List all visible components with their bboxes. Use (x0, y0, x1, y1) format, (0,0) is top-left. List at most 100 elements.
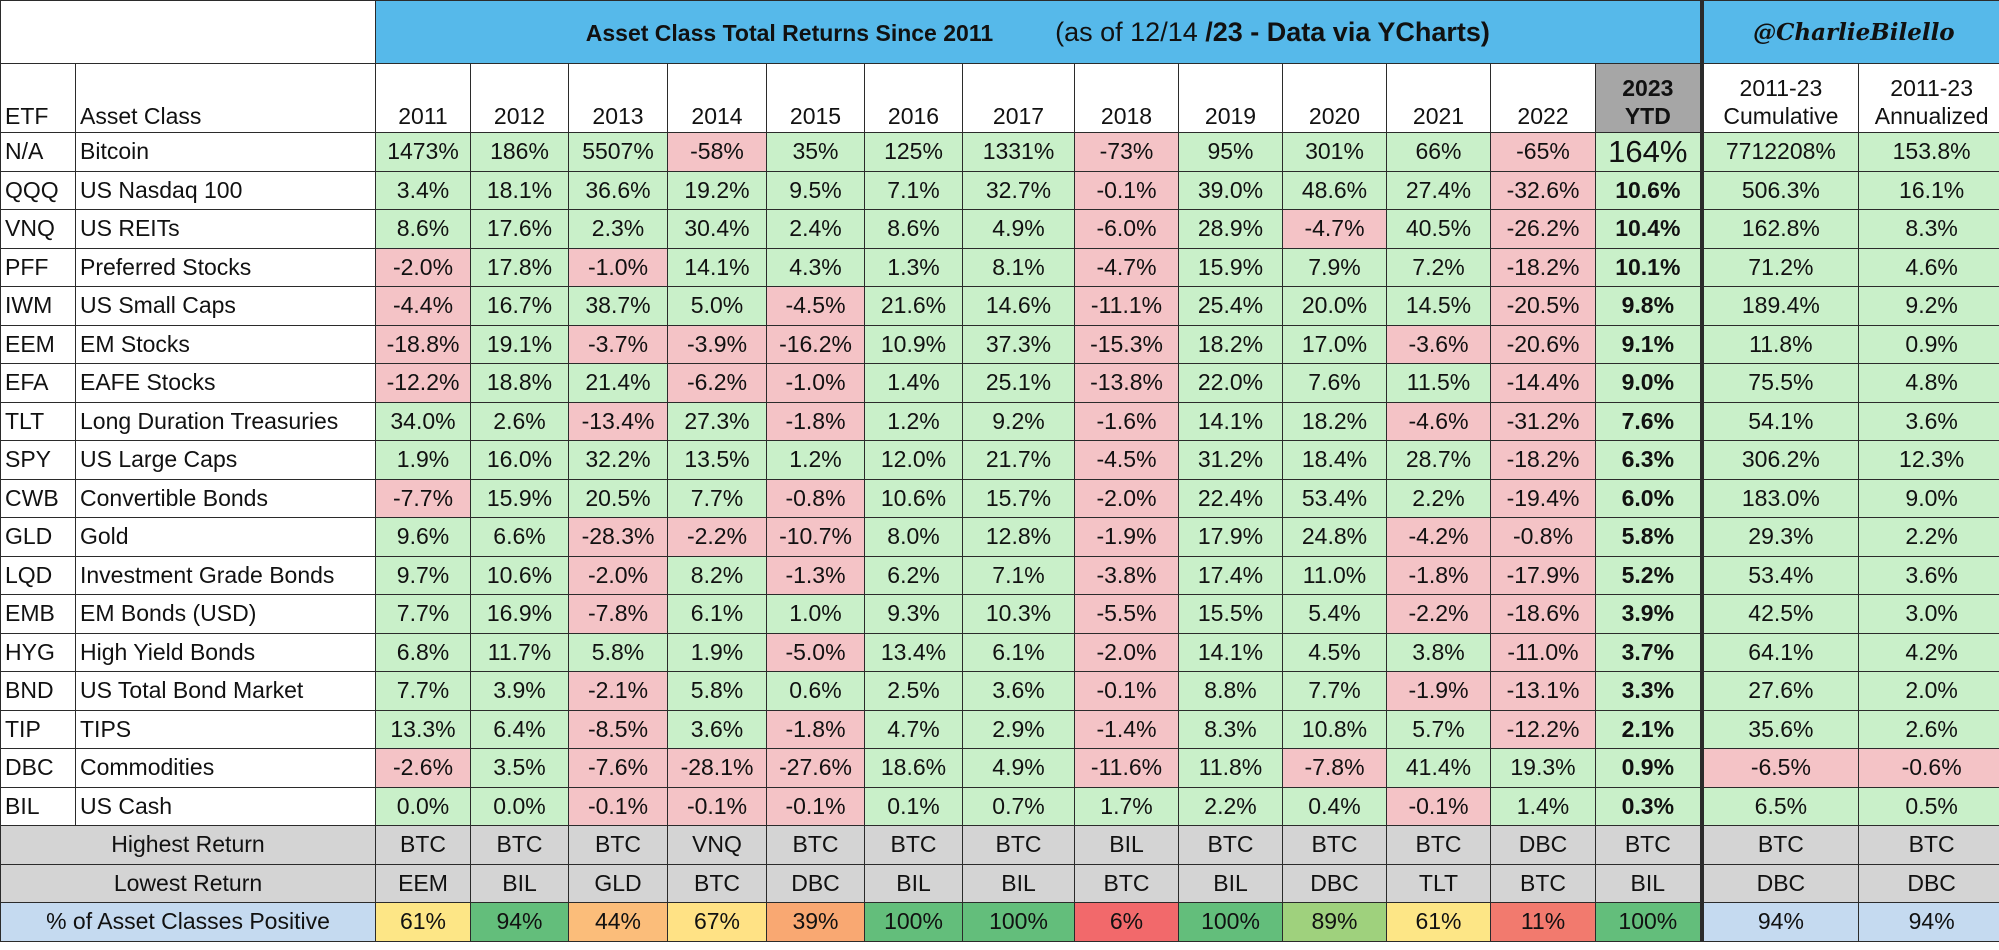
percent-positive-row: % of Asset Classes Positive 61% 94% 44% 67% 3… (0, 902, 1999, 942)
lowest-return-cell: DBC (1282, 863, 1387, 903)
return-cell: 2.3% (568, 209, 668, 249)
return-cell: -26.2% (1490, 209, 1596, 249)
return-cell: 24.8% (1282, 517, 1387, 557)
return-cell: -20.6% (1490, 324, 1596, 364)
ytd-return-cell: 10.6% (1594, 170, 1704, 210)
percent-positive-cell: 61% (375, 902, 471, 942)
return-cell: -2.2% (1386, 594, 1491, 634)
asset-class-name: US Small Caps (75, 286, 376, 326)
return-cell: -0.1% (766, 786, 865, 826)
return-cell: -58% (667, 132, 767, 172)
title-row: Asset Class Total Returns Since 2011 (as … (0, 0, 1999, 64)
cumulative-return-cell: 306.2% (1701, 440, 1860, 480)
cumulative-return-cell: 11.8% (1701, 324, 1860, 364)
return-cell: -18.2% (1490, 247, 1596, 287)
return-cell: 0.7% (962, 786, 1075, 826)
return-cell: 14.1% (1178, 632, 1283, 672)
highest-return-cell: BIL (1074, 825, 1179, 865)
return-cell: 2.9% (962, 709, 1075, 749)
return-cell: 25.1% (962, 363, 1075, 403)
return-cell: 8.1% (962, 247, 1075, 287)
return-cell: 66% (1386, 132, 1491, 172)
return-cell: -13.8% (1074, 363, 1179, 403)
return-cell: 9.3% (864, 594, 963, 634)
percent-positive-cell: 61% (1386, 902, 1491, 942)
table-row: TLT Long Duration Treasuries 34.0% 2.6% -13.… (0, 401, 1999, 441)
highest-return-cell: BTC (1594, 825, 1704, 865)
etf-ticker: GLD (0, 517, 76, 557)
lowest-return-cell: BIL (1594, 863, 1704, 903)
percent-positive-label: % of Asset Classes Positive (0, 902, 376, 942)
return-cell: 7.7% (1282, 671, 1387, 711)
return-cell: 18.8% (470, 363, 569, 403)
return-cell: -14.4% (1490, 363, 1596, 403)
return-cell: 21.6% (864, 286, 963, 326)
return-cell: -2.0% (375, 247, 471, 287)
return-cell: 5.8% (568, 632, 668, 672)
return-cell: -73% (1074, 132, 1179, 172)
return-cell: -65% (1490, 132, 1596, 172)
cumulative-return-cell: 506.3% (1701, 170, 1860, 210)
return-cell: 8.6% (375, 209, 471, 249)
annualized-return-cell: -0.6% (1858, 748, 1999, 788)
lowest-return-cell: GLD (568, 863, 668, 903)
return-cell: -3.7% (568, 324, 668, 364)
ytd-return-cell: 5.2% (1594, 555, 1704, 595)
return-cell: -13.1% (1490, 671, 1596, 711)
return-cell: 6.8% (375, 632, 471, 672)
year-header-2013: 2013 (568, 63, 668, 133)
return-cell: -4.5% (766, 286, 865, 326)
cumulative-return-cell: 27.6% (1701, 671, 1860, 711)
return-cell: -2.1% (568, 671, 668, 711)
cumulative-return-cell: 183.0% (1701, 478, 1860, 518)
return-cell: 1.7% (1074, 786, 1179, 826)
etf-ticker: TIP (0, 709, 76, 749)
return-cell: -1.0% (568, 247, 668, 287)
annualized-return-cell: 4.8% (1858, 363, 1999, 403)
return-cell: 11.7% (470, 632, 569, 672)
etf-ticker: SPY (0, 440, 76, 480)
etf-header: ETF (0, 63, 76, 133)
return-cell: 9.5% (766, 170, 865, 210)
ytd-return-cell: 0.9% (1594, 748, 1704, 788)
lowest-return-cell: TLT (1386, 863, 1491, 903)
return-cell: 20.0% (1282, 286, 1387, 326)
etf-ticker: QQQ (0, 170, 76, 210)
highest-return-cell: BTC (1178, 825, 1283, 865)
annualized-return-cell: 4.2% (1858, 632, 1999, 672)
return-cell: -11.6% (1074, 748, 1179, 788)
lowest-return-cell: BTC (1490, 863, 1596, 903)
annualized-return-cell: 8.3% (1858, 209, 1999, 249)
return-cell: 6.4% (470, 709, 569, 749)
return-cell: -3.9% (667, 324, 767, 364)
table-row: HYG High Yield Bonds 6.8% 11.7% 5.8% 1.9% -5.0… (0, 632, 1999, 672)
table-row: VNQ US REITs 8.6% 17.6% 2.3% 30.4% 2.4% 8.6% 4.9… (0, 209, 1999, 249)
return-cell: 10.6% (864, 478, 963, 518)
return-cell: -19.4% (1490, 478, 1596, 518)
return-cell: 0.4% (1282, 786, 1387, 826)
asset-class-name: US REITs (75, 209, 376, 249)
return-cell: 27.3% (667, 401, 767, 441)
highest-return-cell: BTC (962, 825, 1075, 865)
return-cell: -2.0% (568, 555, 668, 595)
return-cell: 13.3% (375, 709, 471, 749)
ytd-return-cell: 3.7% (1594, 632, 1704, 672)
return-cell: 32.2% (568, 440, 668, 480)
etf-ticker: DBC (0, 748, 76, 788)
annualized-header-label: Annualized (1874, 103, 1989, 129)
return-cell: -27.6% (766, 748, 865, 788)
return-cell: 18.6% (864, 748, 963, 788)
year-header-2015: 2015 (766, 63, 865, 133)
year-header-2018: 2018 (1074, 63, 1179, 133)
return-cell: 1.4% (864, 363, 963, 403)
return-cell: 301% (1282, 132, 1387, 172)
highest-return-cell: DBC (1490, 825, 1596, 865)
return-cell: -0.1% (1386, 786, 1491, 826)
percent-positive-cell: 100% (1594, 902, 1704, 942)
return-cell: 6.1% (667, 594, 767, 634)
return-cell: 4.9% (962, 209, 1075, 249)
lowest-return-row: Lowest Return EEM BIL GLD BTC DBC BIL BIL BTC BIL… (0, 863, 1999, 903)
return-cell: 186% (470, 132, 569, 172)
return-cell: 16.9% (470, 594, 569, 634)
